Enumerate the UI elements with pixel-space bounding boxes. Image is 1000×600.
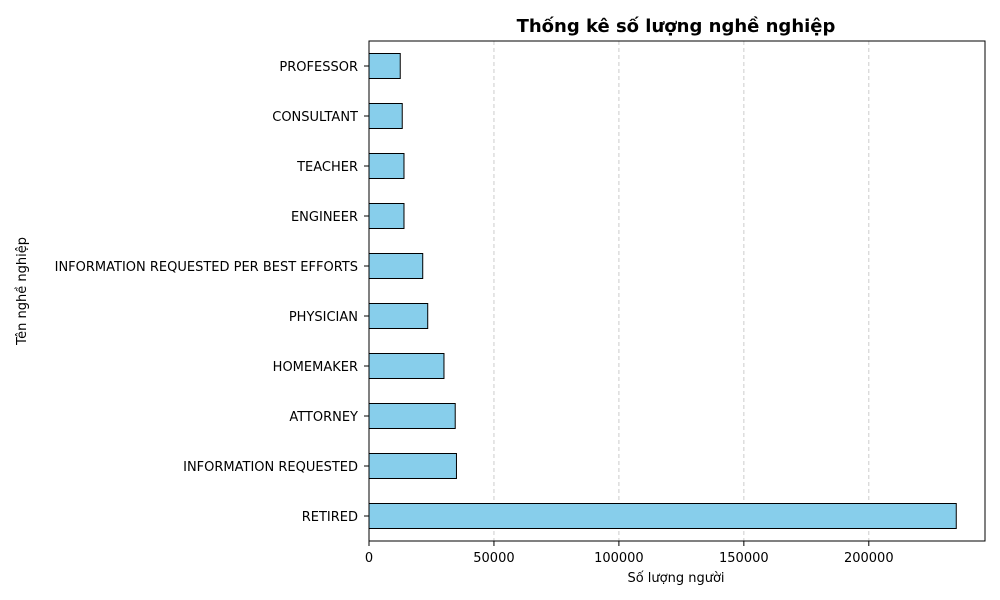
y-tick-label: INFORMATION REQUESTED PER BEST EFFORTS [55, 260, 358, 275]
bar [368, 203, 405, 229]
bar [368, 453, 457, 479]
x-tick-label: 200000 [844, 551, 894, 566]
y-tick-label: CONSULTANT [272, 110, 358, 125]
y-tick-label: HOMEMAKER [273, 360, 358, 375]
bars [368, 53, 957, 529]
y-tick-label: TEACHER [296, 160, 358, 175]
x-tick-label: 150000 [719, 551, 769, 566]
grid [493, 41, 870, 541]
x-tick-label: 0 [365, 551, 373, 566]
y-tick-label: RETIRED [302, 510, 358, 525]
y-tick-label: ENGINEER [291, 210, 358, 225]
bar [368, 253, 424, 279]
x-tick-label: 100000 [594, 551, 644, 566]
axes-frame [368, 40, 986, 542]
y-axis: RETIRED INFORMATION REQUESTED ATTORNEY HOME… [55, 60, 369, 525]
y-tick-label: PHYSICIAN [289, 310, 358, 325]
bar [368, 153, 405, 179]
y-tick-label: INFORMATION REQUESTED [183, 460, 358, 475]
y-axis-label: Tên nghề nghiệp [15, 237, 30, 346]
bar [368, 403, 456, 429]
y-tick-label: ATTORNEY [289, 410, 358, 425]
y-tick-label: PROFESSOR [279, 60, 358, 75]
bar [368, 53, 401, 79]
bar [368, 303, 429, 329]
bar [368, 503, 957, 529]
x-tick-label: 50000 [473, 551, 514, 566]
bar [368, 353, 445, 379]
bar [368, 103, 403, 129]
x-axis-label: Số lượng người [627, 571, 724, 586]
chart-title: Thống kê số lượng nghề nghiệp [517, 16, 836, 37]
x-axis: 0 50000 100000 150000 200000 [365, 541, 894, 566]
